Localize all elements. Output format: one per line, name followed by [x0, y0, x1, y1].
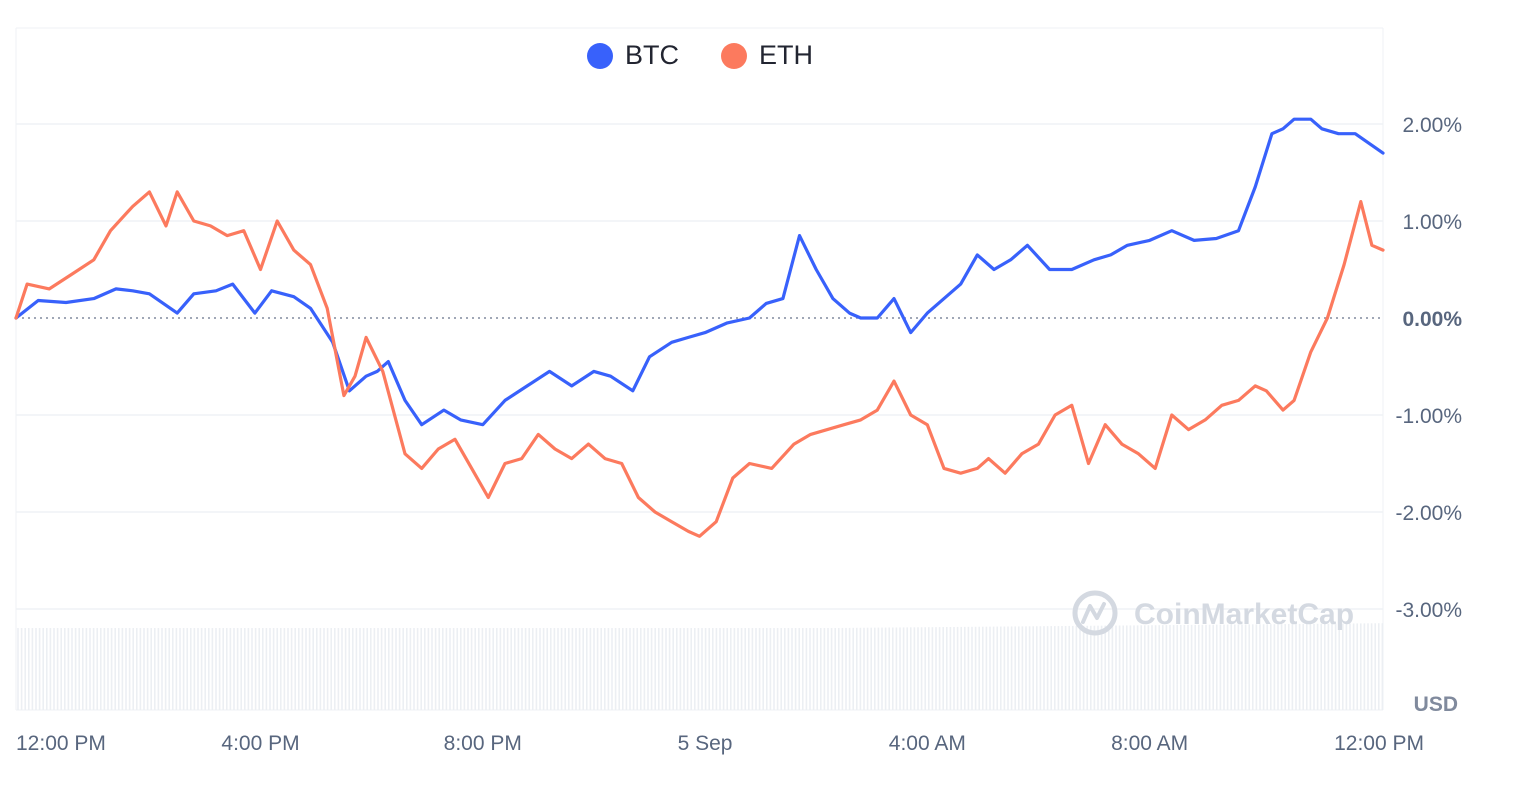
x-tick-label: 8:00 PM — [444, 732, 522, 755]
volume-bars — [17, 623, 1384, 710]
legend-item-eth[interactable]: ETH — [721, 40, 813, 71]
y-tick-label: -3.00% — [1395, 599, 1462, 622]
legend-dot-eth-icon — [721, 42, 747, 69]
y-tick-label: 0.00% — [1402, 308, 1462, 331]
series-layer — [14, 117, 1385, 538]
legend-dot-btc-icon — [587, 42, 613, 69]
grid-layer — [15, 27, 1384, 711]
x-tick-label: 4:00 AM — [889, 732, 966, 755]
coinmarketcap-logo-icon — [1072, 590, 1118, 636]
legend-item-btc[interactable]: BTC — [587, 40, 679, 71]
x-tick-label: 8:00 AM — [1111, 732, 1188, 755]
y-tick-label: -2.00% — [1395, 502, 1462, 525]
y-tick-label: 2.00% — [1402, 114, 1462, 137]
x-tick-label: 12:00 PM — [1334, 732, 1424, 755]
watermark-text: CoinMarketCap — [1134, 598, 1354, 631]
x-tick-label: 4:00 PM — [221, 732, 299, 755]
x-axis: 12:00 PM 4:00 PM 8:00 PM 5 Sep 4:00 AM 8:00 A… — [16, 732, 1424, 755]
unit-label: USD — [1414, 693, 1458, 716]
y-tick-label: 1.00% — [1402, 211, 1462, 234]
y-axis: 2.00% 1.00% 0.00% -1.00% -2.00% -3.00% — [1395, 114, 1462, 622]
chart-legend: BTC ETH — [0, 40, 1400, 71]
x-tick-label: 5 Sep — [678, 732, 733, 755]
x-tick-label: 12:00 PM — [16, 732, 106, 755]
watermark: CoinMarketCap — [1072, 590, 1354, 636]
series-line-btc — [14, 117, 1385, 427]
series-line-eth — [14, 190, 1385, 538]
legend-label-btc: BTC — [625, 40, 679, 70]
y-tick-label: -1.00% — [1395, 405, 1462, 428]
legend-label-eth: ETH — [759, 40, 813, 70]
